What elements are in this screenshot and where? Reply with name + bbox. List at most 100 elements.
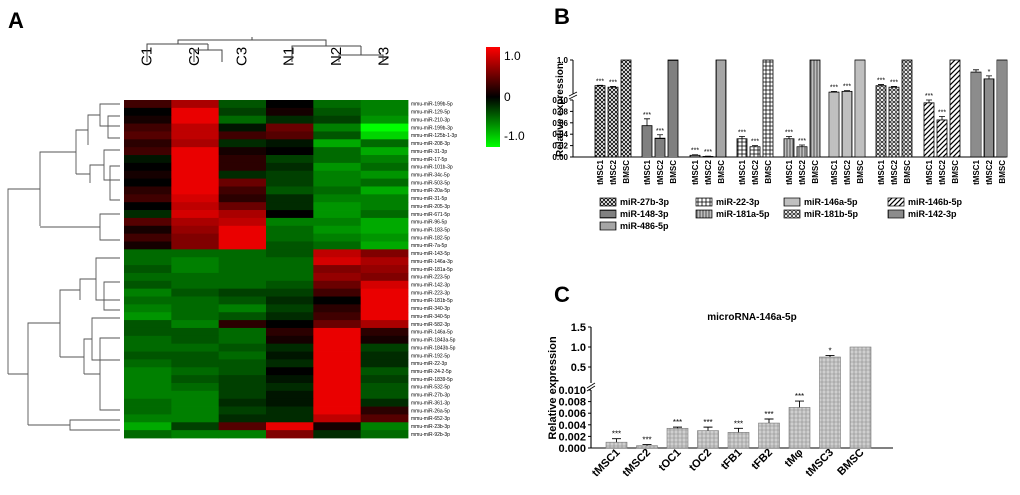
x-tick-label: tMSC1 bbox=[596, 159, 605, 184]
heatmap-cell bbox=[124, 351, 172, 360]
heatmap-cell bbox=[360, 155, 409, 164]
significance-label: *** bbox=[612, 430, 621, 439]
error-bar bbox=[703, 426, 713, 431]
error-bar bbox=[986, 75, 992, 79]
heatmap-cell bbox=[266, 422, 314, 431]
significance-label: *** bbox=[925, 93, 933, 100]
heatmap-cell bbox=[360, 210, 409, 219]
heatmap-cell bbox=[313, 398, 362, 407]
row-label: mmu-miR-27b-3p bbox=[411, 393, 450, 399]
heatmap-cell bbox=[124, 107, 172, 117]
heatmap-cell bbox=[218, 359, 267, 368]
significance-label: *** bbox=[643, 112, 651, 119]
heatmap-cell bbox=[218, 398, 267, 407]
heatmap-cell bbox=[266, 139, 314, 148]
y-tick-label: 0.02 bbox=[552, 142, 568, 151]
heatmap-cell bbox=[266, 430, 314, 439]
heatmap-cell bbox=[124, 304, 172, 313]
heatmap-cell bbox=[124, 288, 172, 297]
legend-swatch bbox=[783, 197, 801, 207]
heatmap-cell bbox=[124, 265, 172, 274]
colorbar-tick: 0 bbox=[504, 90, 511, 104]
heatmap-cell bbox=[266, 265, 314, 274]
axis-line bbox=[590, 327, 893, 449]
heatmap-cell bbox=[266, 107, 314, 117]
legend-label: miR-146a-5p bbox=[804, 197, 858, 207]
heatmap-cell bbox=[171, 280, 220, 290]
bar bbox=[875, 85, 887, 158]
x-tick-label: tMSC1 bbox=[738, 159, 747, 184]
heatmap-cell bbox=[171, 100, 220, 109]
significance-label: *** bbox=[890, 79, 898, 86]
heatmap-cell bbox=[313, 162, 362, 172]
heatmap-cell bbox=[266, 123, 314, 132]
error-bar bbox=[831, 90, 837, 93]
heatmap-cell bbox=[313, 406, 362, 415]
x-tick-label: tMSC2 bbox=[890, 159, 899, 184]
heatmap-cell bbox=[171, 147, 220, 156]
x-tick-label: tOC1 bbox=[657, 447, 684, 474]
legend-label: miR-181a-5p bbox=[716, 209, 770, 219]
heatmap-cell bbox=[124, 280, 172, 290]
heatmap-cell bbox=[124, 139, 172, 148]
heatmap-cell bbox=[124, 296, 172, 305]
x-tick-label: tMSC2 bbox=[843, 159, 852, 184]
bar bbox=[849, 346, 872, 449]
significance-label: * bbox=[828, 346, 831, 355]
heatmap-cell bbox=[360, 359, 409, 368]
x-tick-label: tMSC2 bbox=[704, 159, 713, 184]
heatmap-cell bbox=[218, 123, 267, 132]
heatmap-cell bbox=[266, 210, 314, 219]
heatmap-cell bbox=[218, 107, 267, 117]
heatmap-cell bbox=[124, 162, 172, 172]
error-bar bbox=[734, 427, 743, 433]
heatmap-cell bbox=[360, 233, 409, 242]
significance-label: *** bbox=[734, 419, 743, 428]
bar bbox=[983, 78, 995, 158]
heatmap-cell bbox=[266, 312, 314, 321]
heatmap-cell bbox=[266, 186, 314, 195]
heatmap-cell bbox=[266, 131, 314, 140]
legend-swatch bbox=[599, 221, 617, 231]
heatmap-cell bbox=[266, 194, 314, 203]
heatmap-cell bbox=[218, 343, 267, 352]
y-tick-label: 0.004 bbox=[558, 420, 586, 432]
legend-label: miR-27b-3p bbox=[620, 197, 670, 207]
heatmap-cell bbox=[313, 233, 362, 242]
heatmap-cell bbox=[313, 225, 362, 235]
heatmap-cell bbox=[171, 131, 220, 140]
heatmap-cell bbox=[266, 249, 314, 258]
heatmap-cell bbox=[266, 233, 314, 242]
y-tick-label: 1.0 bbox=[571, 342, 586, 354]
heatmap-cell bbox=[313, 327, 362, 337]
heatmap-cell bbox=[171, 288, 220, 297]
heatmap-cell bbox=[266, 406, 314, 415]
legend-swatch bbox=[599, 209, 617, 219]
heatmap-cell bbox=[360, 351, 409, 360]
column-label: C3 bbox=[233, 47, 250, 66]
column-label: N2 bbox=[328, 47, 345, 66]
heatmap-cell bbox=[218, 162, 267, 172]
heatmap-cell bbox=[171, 351, 220, 360]
row-label: mmu-miR-20a-5p bbox=[411, 188, 450, 194]
heatmap-cell bbox=[313, 257, 362, 266]
heatmap-cell bbox=[266, 351, 314, 360]
heatmap-cell bbox=[360, 398, 409, 407]
heatmap-cell bbox=[124, 257, 172, 266]
heatmap-cell bbox=[218, 241, 267, 250]
row-label: mmu-miR-532-5p bbox=[411, 385, 450, 391]
heatmap-cell bbox=[124, 194, 172, 203]
error-bar bbox=[844, 90, 850, 92]
heatmap-cell bbox=[360, 115, 409, 124]
heatmap-cell bbox=[313, 367, 362, 376]
row-dendrogram bbox=[7, 103, 120, 431]
legend-swatch bbox=[695, 197, 713, 207]
heatmap-cell bbox=[218, 406, 267, 415]
heatmap-cell bbox=[313, 147, 362, 156]
heatmap-cell bbox=[266, 382, 314, 392]
significance-label: *** bbox=[798, 138, 806, 145]
heatmap-cell bbox=[313, 202, 362, 211]
heatmap-cell bbox=[218, 147, 267, 156]
bar bbox=[796, 146, 808, 158]
heatmap-cell bbox=[218, 131, 267, 140]
